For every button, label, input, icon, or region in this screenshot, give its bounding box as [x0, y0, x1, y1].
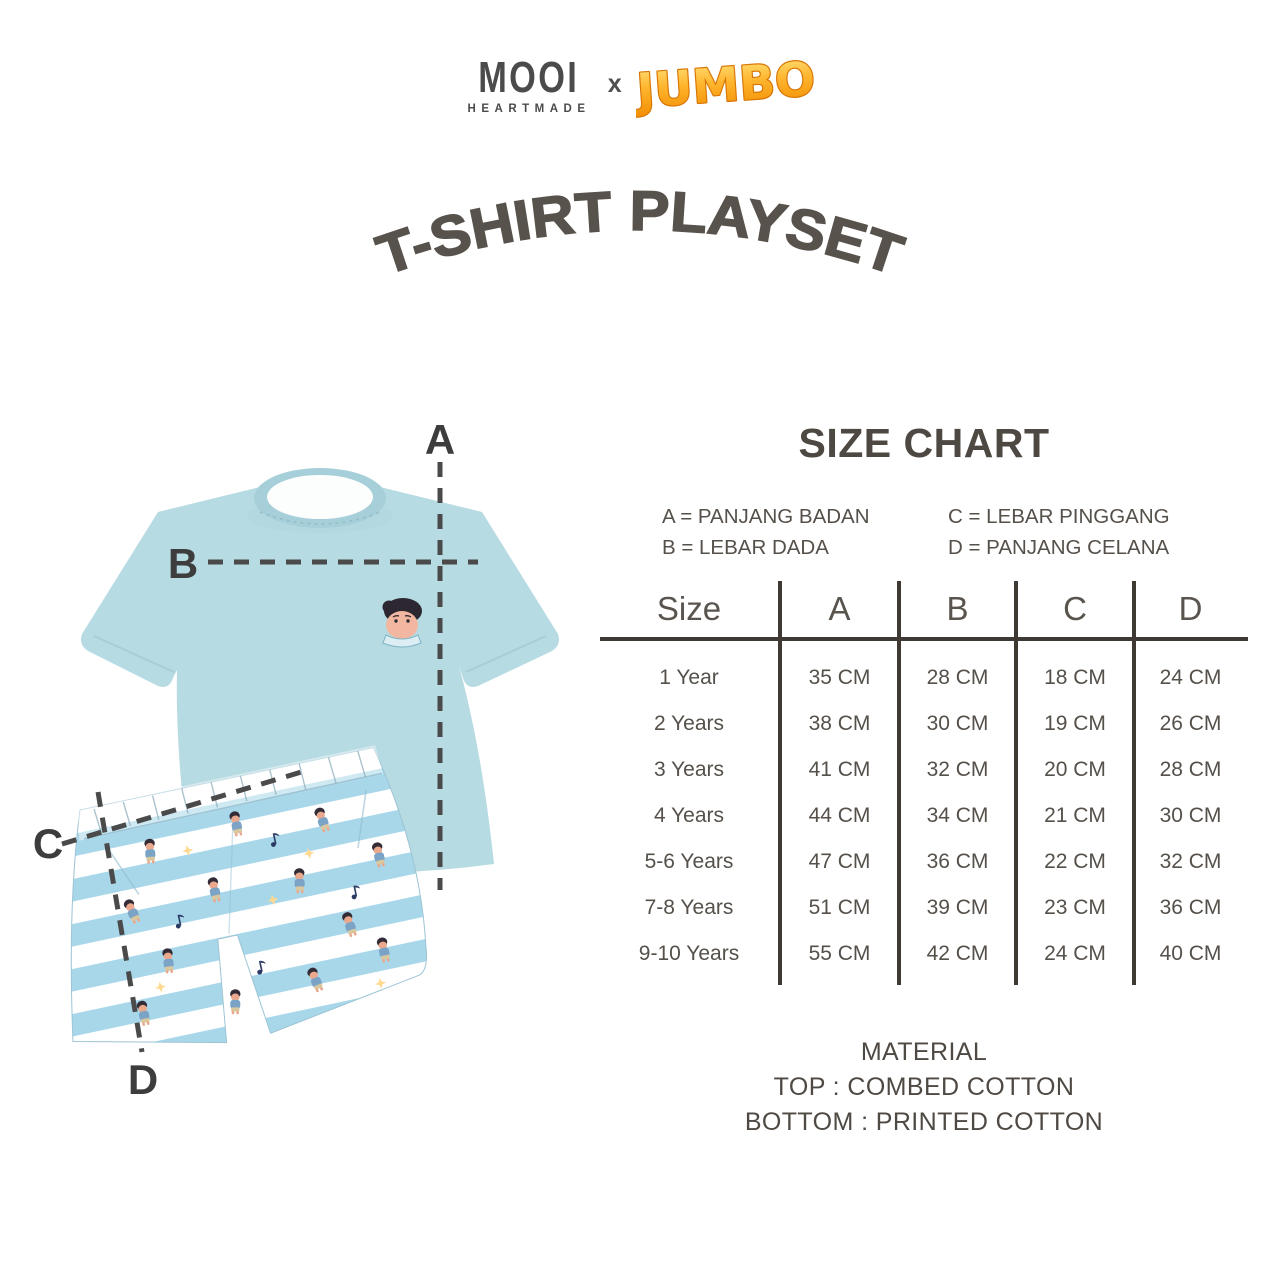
table-body: 1 Year 35 CM 28 CM 18 CM 24 CM 2 Years 3…: [600, 641, 1248, 985]
table-cell: 24 CM: [1132, 641, 1245, 701]
table-row: 7-8 Years 51 CM 39 CM 23 CM 36 CM: [600, 885, 1248, 931]
material-bottom: BOTTOM : PRINTED COTTON: [744, 1108, 1104, 1136]
table-header-row: Size A B C D: [600, 581, 1248, 641]
table-cell: 30 CM: [897, 701, 1014, 747]
table-cell: 4 Years: [653, 804, 725, 827]
column-header-b: B: [897, 581, 1014, 637]
column-header-a: A: [778, 581, 897, 637]
tshirt-collar: [254, 468, 386, 528]
table-cell: 51 CM: [778, 885, 897, 931]
measure-label-b: B: [168, 540, 198, 587]
table-cell: 3 Years: [653, 758, 725, 781]
table-cell: 20 CM: [1014, 747, 1132, 793]
shorts-illustration: [70, 745, 428, 1044]
table-cell: 19 CM: [1014, 701, 1132, 747]
table-cell: 7-8 Years: [644, 896, 734, 919]
table-row: 1 Year 35 CM 28 CM 18 CM 24 CM: [600, 641, 1248, 701]
measure-label-d: D: [128, 1056, 158, 1103]
table-cell: 34 CM: [897, 793, 1014, 839]
jumbo-logo: JUMBO: [631, 44, 818, 129]
measure-label-c: C: [33, 820, 63, 867]
table-cell: 35 CM: [778, 641, 897, 701]
jumbo-logo-svg: JUMBO: [631, 51, 818, 121]
table-cell: 18 CM: [1014, 641, 1132, 701]
table-cell: 41 CM: [778, 747, 897, 793]
size-chart-legend: A = PANJANG BADAN B = LEBAR DADA C = LEB…: [600, 501, 1248, 563]
size-chart-panel: SIZE CHART A = PANJANG BADAN B = LEBAR D…: [600, 420, 1248, 1140]
table-row: 3 Years 41 CM 32 CM 20 CM 28 CM: [600, 747, 1248, 793]
table-cell: 21 CM: [1014, 793, 1132, 839]
table-cell: 5-6 Years: [644, 850, 734, 873]
table-cell: 2 Years: [653, 712, 725, 735]
chest-character-print: [382, 598, 422, 648]
table-cell: 26 CM: [1132, 701, 1245, 747]
jumbo-logo-text: JUMBO: [636, 52, 816, 120]
measure-line-d: [95, 791, 145, 1053]
table-cell: 40 CM: [1132, 931, 1245, 985]
table-cell: 30 CM: [1132, 793, 1245, 839]
table-cell: 28 CM: [897, 641, 1014, 701]
column-header-size: Size: [656, 590, 722, 627]
table-row: 5-6 Years 47 CM 36 CM 22 CM 32 CM: [600, 839, 1248, 885]
collab-x-mark: x: [607, 70, 622, 98]
table-row: 4 Years 44 CM 34 CM 21 CM 30 CM: [600, 793, 1248, 839]
measure-label-a: A: [425, 420, 455, 463]
size-chart-heading: SIZE CHART: [798, 420, 1050, 466]
table-cell: 9-10 Years: [638, 942, 740, 965]
table-row: 2 Years 38 CM 30 CM 19 CM 26 CM: [600, 701, 1248, 747]
mooi-logo: MOOI HEARTMADE: [464, 53, 593, 115]
column-header-c: C: [1014, 581, 1132, 637]
brand-header: MOOI HEARTMADE x JUMBO: [0, 44, 1280, 129]
mooi-logo-name: MOOI: [478, 53, 580, 103]
column-header-d: D: [1132, 581, 1245, 637]
arched-title: T-SHIRT PLAYSET: [368, 178, 911, 287]
table-cell: 36 CM: [897, 839, 1014, 885]
table-cell: 22 CM: [1014, 839, 1132, 885]
table-cell: 1 Year: [659, 666, 719, 689]
table-cell: 38 CM: [778, 701, 897, 747]
legend-column-right: C = LEBAR PINGGANG D = PANJANG CELANA: [948, 501, 1186, 563]
table-cell: 32 CM: [1132, 839, 1245, 885]
size-table: Size A B C D 1 Year 35 CM 28 CM 18 CM 24…: [600, 581, 1248, 985]
material-top: TOP : COMBED COTTON: [773, 1073, 1075, 1101]
table-cell: 55 CM: [778, 931, 897, 985]
material-heading: MATERIAL: [860, 1038, 988, 1066]
page-title: T-SHIRT PLAYSET: [368, 178, 911, 287]
table-cell: 32 CM: [897, 747, 1014, 793]
legend-column-left: A = PANJANG BADAN B = LEBAR DADA: [662, 501, 900, 563]
table-cell: 24 CM: [1014, 931, 1132, 985]
legend-item-b: B = LEBAR DADA: [662, 536, 829, 559]
material-info: MATERIAL TOP : COMBED COTTON BOTTOM : PR…: [600, 1035, 1248, 1140]
legend-item-d: D = PANJANG CELANA: [948, 536, 1170, 559]
mooi-logo-sub: HEARTMADE: [467, 102, 591, 115]
table-row: 9-10 Years 55 CM 42 CM 24 CM 40 CM: [600, 931, 1248, 985]
table-cell: 47 CM: [778, 839, 897, 885]
table-cell: 42 CM: [897, 931, 1014, 985]
table-cell: 39 CM: [897, 885, 1014, 931]
legend-item-a: A = PANJANG BADAN: [662, 505, 870, 528]
shorts-waistband: [77, 745, 384, 841]
table-cell: 44 CM: [778, 793, 897, 839]
legend-item-c: C = LEBAR PINGGANG: [948, 505, 1170, 528]
measure-line-c: [61, 767, 309, 847]
page-title-text: T-SHIRT PLAYSET: [369, 179, 911, 287]
table-cell: 28 CM: [1132, 747, 1245, 793]
table-cell: 23 CM: [1014, 885, 1132, 931]
table-cell: 36 CM: [1132, 885, 1245, 931]
product-illustration: A B C D: [33, 420, 559, 1103]
